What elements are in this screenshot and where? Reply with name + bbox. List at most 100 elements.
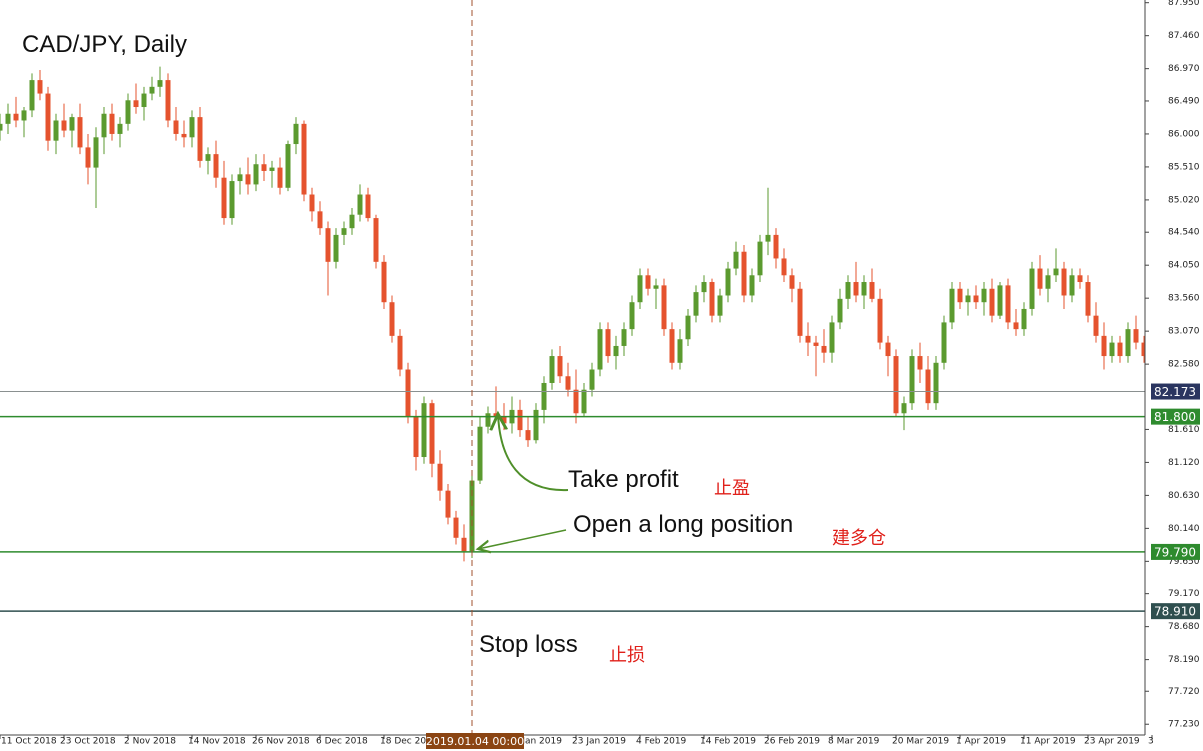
candle-body — [821, 345, 827, 353]
arrow — [478, 529, 567, 549]
y-tick-label: 84.540 — [1168, 228, 1200, 238]
candle-body — [693, 292, 699, 316]
candle-body — [181, 133, 187, 138]
candle-body — [621, 329, 627, 346]
candle-body — [189, 117, 195, 138]
candle-body — [717, 295, 723, 316]
annotation: Open a long position — [573, 511, 793, 538]
y-tick-label: 86.490 — [1168, 96, 1200, 106]
candle-body — [0, 123, 3, 131]
candle-body — [981, 288, 987, 303]
candle-body — [1069, 275, 1075, 296]
candle-body — [789, 275, 795, 289]
candle-body — [421, 403, 427, 458]
plot-area — [0, 0, 1155, 735]
candle-body — [1125, 329, 1131, 357]
candle-body — [125, 100, 131, 124]
candle-body — [1085, 282, 1091, 316]
price-label-box — [1151, 543, 1200, 560]
x-tick-label: 26 Feb 2019 — [764, 737, 820, 747]
candle-body — [653, 285, 659, 289]
y-tick-label: 81.120 — [1168, 458, 1200, 468]
candle-body — [461, 537, 467, 552]
candle-body — [117, 123, 123, 134]
x-tick-label: 23 Oct 2018 — [60, 737, 116, 747]
candle-body — [1045, 275, 1051, 289]
y-tick-label: 83.560 — [1168, 294, 1200, 304]
annotation: Take profit — [568, 466, 679, 493]
candle-body — [861, 282, 867, 296]
price-label: 78.910 — [1154, 605, 1196, 619]
annotation: Stop loss — [479, 631, 578, 658]
x-tick-label: 23 Apr 2019 — [1084, 737, 1140, 747]
candle-body — [613, 345, 619, 357]
candle-body — [277, 167, 283, 188]
candle-body — [1093, 315, 1099, 336]
candle-body — [925, 369, 931, 404]
price-label-box — [1151, 408, 1200, 425]
candle-body — [517, 409, 523, 431]
candle-body — [805, 335, 811, 343]
price-label: 82.173 — [1154, 385, 1196, 399]
candle-body — [533, 409, 539, 441]
candle-body — [77, 117, 83, 148]
x-tick-label: 3 — [1148, 737, 1154, 747]
x-tick-label: 14 Jan 2019 — [508, 737, 562, 747]
candle-body — [93, 137, 99, 168]
candle-body — [389, 302, 395, 336]
candle-body — [69, 117, 75, 131]
y-tick-label: 85.510 — [1168, 162, 1200, 172]
candle-body — [109, 113, 115, 134]
candle-body — [445, 490, 451, 518]
candle-body — [1013, 322, 1019, 330]
candle-body — [261, 164, 267, 171]
candle-body — [549, 356, 555, 383]
y-tick-label: 87.460 — [1168, 31, 1200, 41]
candle-body — [1061, 268, 1067, 296]
price-label: 79.790 — [1154, 545, 1196, 559]
y-tick-label: 86.000 — [1168, 129, 1200, 139]
candle-body — [373, 218, 379, 262]
candle-body — [477, 426, 483, 481]
candle-body — [237, 174, 243, 182]
crosshair-label-box — [426, 733, 524, 749]
candle-body — [989, 288, 995, 316]
candle-body — [349, 214, 355, 229]
candle-body — [1150, 353, 1155, 356]
candle-body — [893, 356, 899, 414]
candle-body — [941, 322, 947, 363]
candle-body — [133, 100, 139, 108]
candle-body — [165, 80, 171, 121]
candle-body — [213, 154, 219, 178]
candle-body — [629, 302, 635, 330]
candle-body — [1141, 342, 1145, 357]
candle-body — [669, 329, 675, 363]
y-tick-label: 81.610 — [1168, 425, 1200, 435]
candle-body — [797, 288, 803, 336]
candle-body — [437, 463, 443, 491]
y-tick-label: 85.020 — [1168, 195, 1200, 205]
candle-body — [13, 113, 19, 121]
candle-body — [45, 93, 51, 141]
candle-body — [933, 362, 939, 404]
x-tick-label: 11 Apr 2019 — [1020, 737, 1076, 747]
y-tick-label: 78.680 — [1168, 622, 1200, 632]
candle-body — [53, 120, 59, 141]
price-label-box — [1151, 603, 1200, 620]
y-tick-label: 82.580 — [1168, 360, 1200, 370]
candle-body — [597, 329, 603, 370]
candle-body — [773, 234, 779, 259]
candle-body — [917, 356, 923, 370]
candle-body — [221, 177, 227, 219]
candle-body — [757, 241, 763, 276]
candle-body — [1077, 275, 1083, 283]
candle-body — [197, 117, 203, 161]
candle-body — [813, 342, 819, 346]
candle-body — [205, 154, 211, 161]
candle-body — [325, 228, 331, 262]
candle-body — [5, 113, 11, 124]
candle-body — [877, 298, 883, 343]
candle-body — [333, 234, 339, 262]
candle-body — [61, 120, 67, 131]
x-tick-label: 26 Nov 2018 — [252, 737, 310, 747]
